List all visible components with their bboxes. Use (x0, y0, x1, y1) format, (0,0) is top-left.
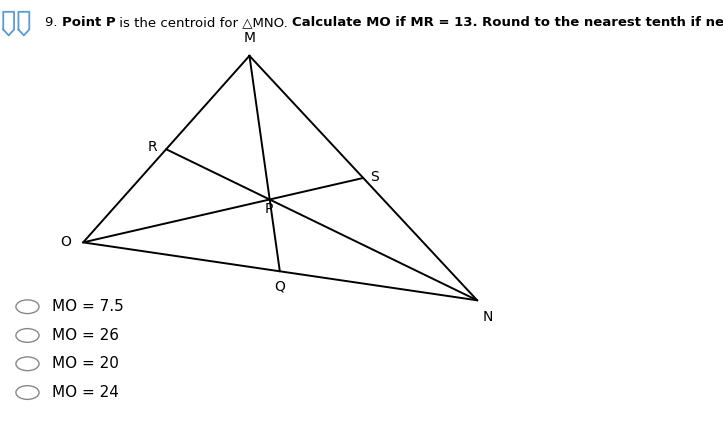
Text: MO = 20: MO = 20 (52, 356, 119, 371)
Text: R: R (148, 140, 158, 154)
Text: Round to the nearest tenth if necessary.: Round to the nearest tenth if necessary. (482, 16, 723, 29)
Text: N: N (483, 310, 493, 324)
Text: M: M (244, 31, 255, 45)
Text: Q: Q (274, 280, 286, 294)
Text: Point P: Point P (61, 16, 115, 29)
Text: P: P (265, 202, 273, 216)
Text: Calculate MO if MR = 13.: Calculate MO if MR = 13. (292, 16, 482, 29)
Text: S: S (370, 170, 379, 184)
Text: is the centroid for △MNO.: is the centroid for △MNO. (115, 16, 292, 29)
Text: 9.: 9. (45, 16, 61, 29)
Text: MO = 24: MO = 24 (52, 385, 119, 400)
Text: MO = 7.5: MO = 7.5 (52, 299, 124, 314)
Text: O: O (60, 236, 71, 249)
Text: MO = 26: MO = 26 (52, 328, 119, 343)
